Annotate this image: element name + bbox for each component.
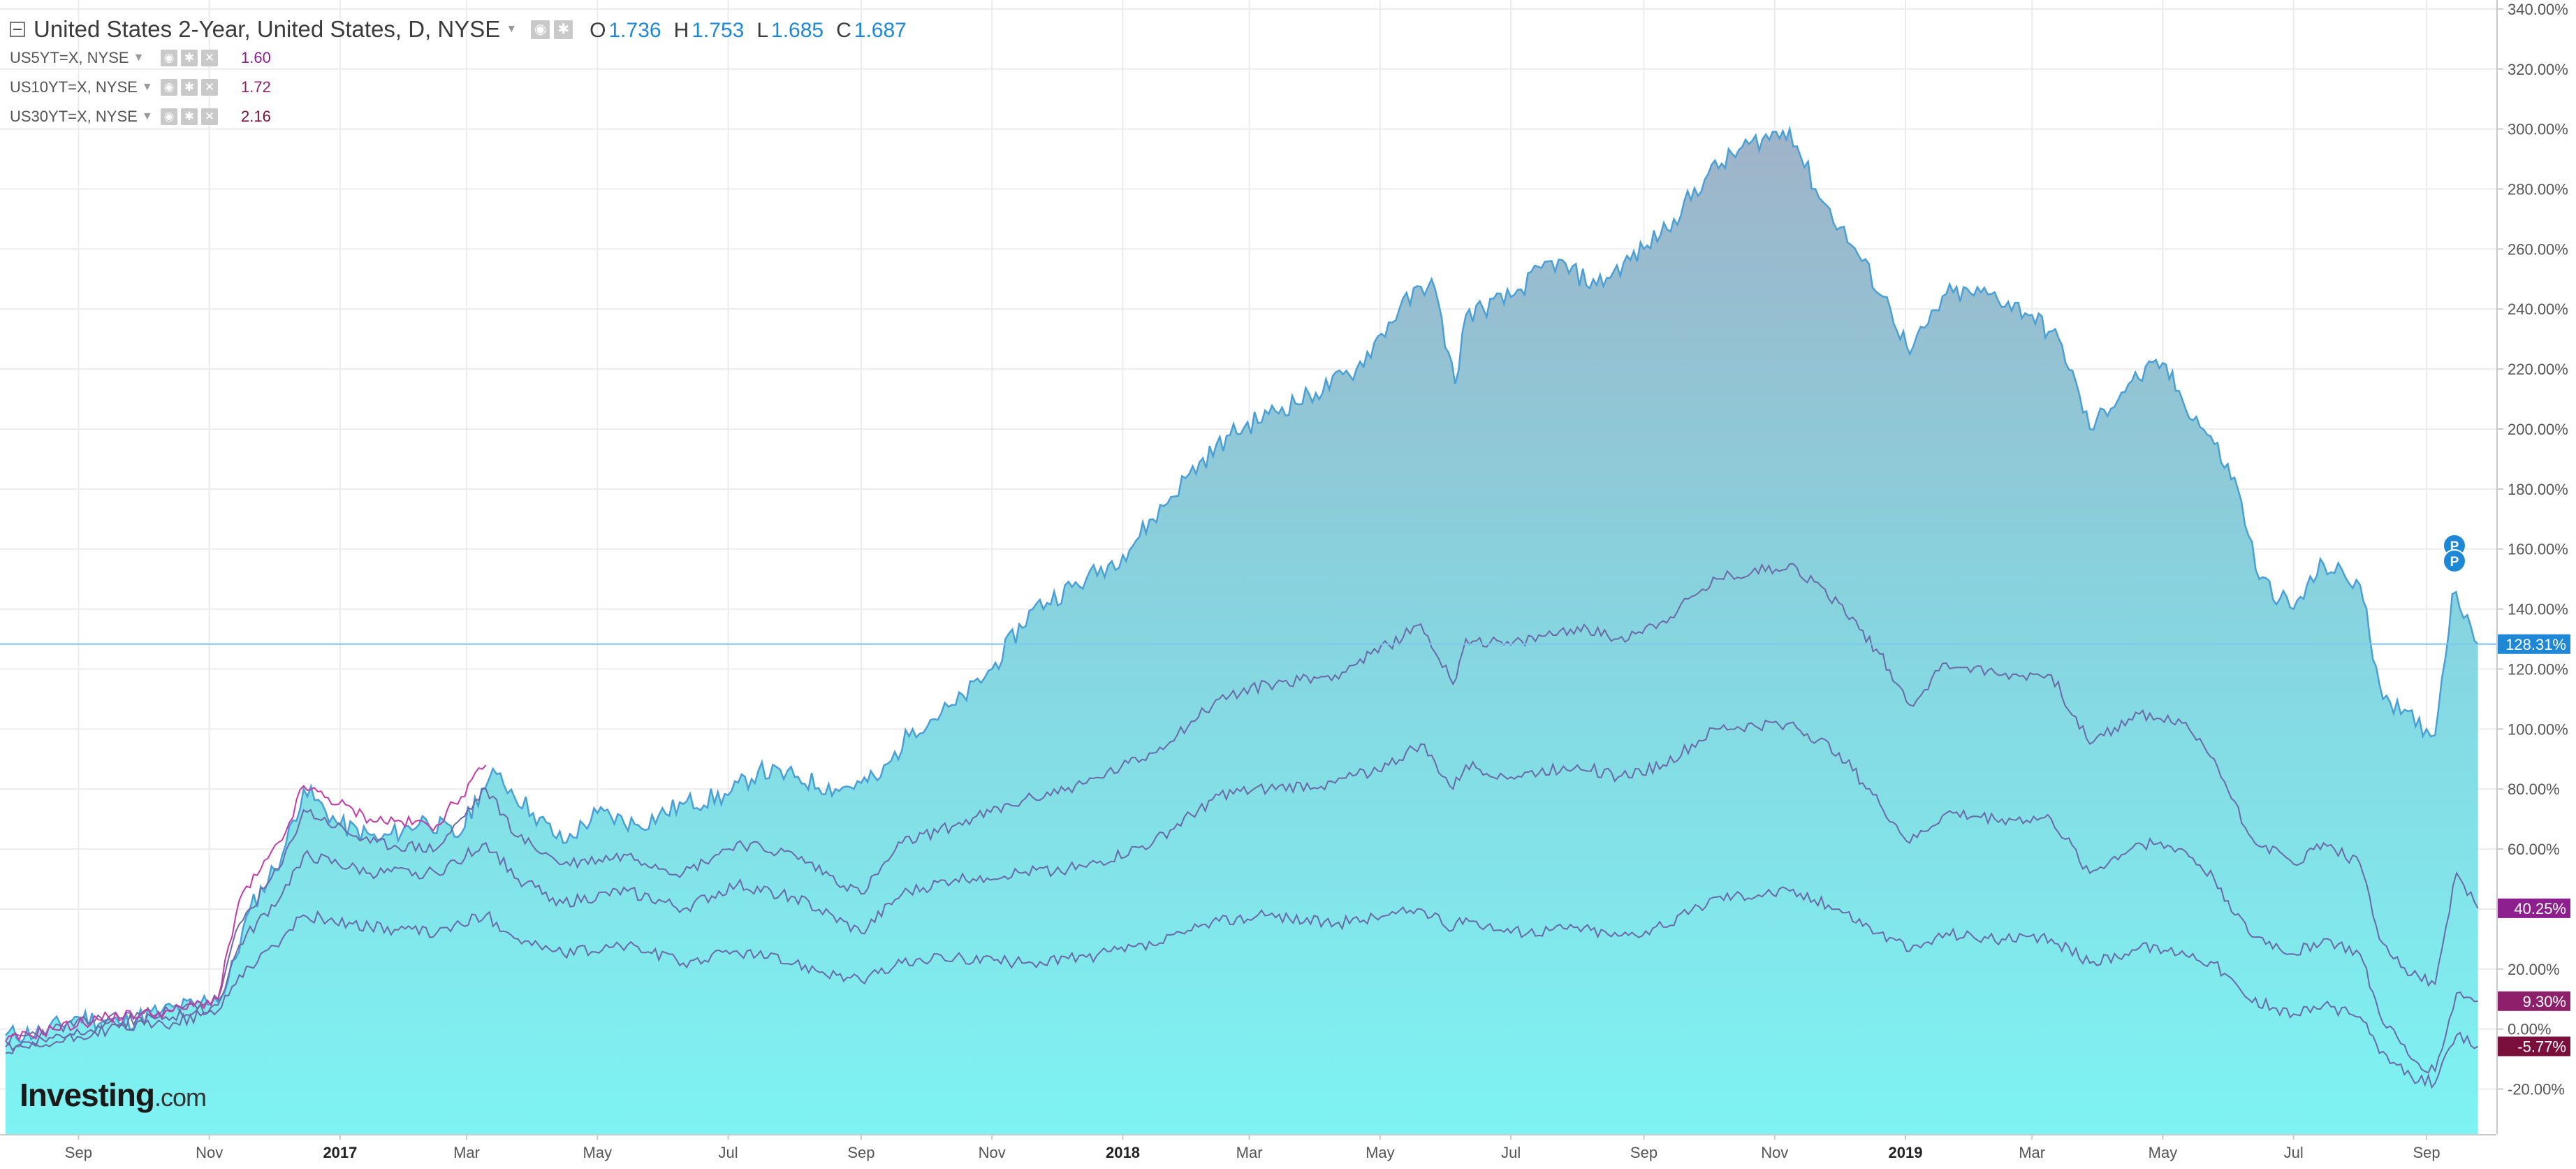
series-name[interactable]: US5YT=X, NYSE — [10, 49, 129, 66]
collapse-legend-button[interactable] — [10, 22, 25, 37]
gear-icon[interactable]: ✱ — [554, 20, 573, 39]
area-series — [5, 125, 2479, 1135]
main-series-title[interactable]: United States 2-Year, United States, D, … — [34, 16, 501, 42]
chevron-down-icon[interactable]: ▼ — [506, 23, 518, 35]
area-line-us2y — [5, 125, 2479, 1044]
investing-logo: Investing.com — [20, 1077, 207, 1113]
ohlc-key: L — [756, 19, 769, 42]
chevron-down-icon[interactable]: ▼ — [133, 52, 145, 64]
gear-icon[interactable]: ✱ — [181, 50, 198, 66]
chevron-down-icon[interactable]: ▼ — [141, 81, 153, 93]
line-us5yt-early — [5, 764, 487, 1042]
line-us5yt — [5, 562, 2479, 1047]
eye-icon[interactable]: ◉ — [531, 20, 550, 39]
event-markers[interactable]: PP — [2442, 533, 2466, 573]
legend-series-us30yt[interactable]: US30YT=X, NYSE ▼ ◉ ✱ ✕ 2.16 — [10, 103, 271, 130]
time-axis[interactable] — [0, 1134, 2496, 1169]
area-fill-us2y — [6, 129, 2478, 1135]
ohlc-key: C — [836, 19, 851, 42]
gear-icon[interactable]: ✱ — [181, 79, 198, 96]
line-us30yt — [5, 886, 2479, 1089]
chevron-down-icon[interactable]: ▼ — [141, 110, 153, 122]
series-name[interactable]: US30YT=X, NYSE — [10, 108, 138, 125]
legend-series-us5yt[interactable]: US5YT=X, NYSE ▼ ◉ ✱ ✕ 1.60 — [10, 45, 271, 71]
ohlc-key: O — [590, 19, 606, 42]
ohlc-value: 1.685 — [771, 19, 824, 42]
ohlc-value: 1.736 — [608, 19, 661, 42]
event-marker-label: P — [2450, 555, 2459, 569]
event-marker-p[interactable] — [2442, 549, 2466, 573]
series-value: 2.16 — [241, 108, 271, 125]
series-value: 1.60 — [241, 49, 271, 66]
ohlc-key: H — [673, 19, 689, 42]
ohlc-value: 1.687 — [854, 19, 907, 42]
eye-icon[interactable]: ◉ — [161, 108, 177, 125]
legend-series-us10yt[interactable]: US10YT=X, NYSE ▼ ◉ ✱ ✕ 1.72 — [10, 74, 271, 101]
line-series — [5, 562, 2479, 1089]
price-axis[interactable] — [2496, 0, 2576, 1134]
eye-icon[interactable]: ◉ — [161, 50, 177, 66]
main-legend[interactable]: United States 2-Year, United States, D, … — [10, 11, 907, 48]
line-us10yt — [5, 719, 2478, 1074]
eye-icon[interactable]: ◉ — [161, 79, 177, 96]
ohlc-values: O 1.736 H 1.753 L 1.685 C 1.687 — [577, 16, 907, 43]
ohlc-value: 1.753 — [691, 19, 745, 42]
series-value: 1.72 — [241, 78, 271, 96]
series-name[interactable]: US10YT=X, NYSE — [10, 78, 138, 96]
close-icon[interactable]: ✕ — [201, 50, 218, 66]
gear-icon[interactable]: ✱ — [181, 108, 198, 125]
close-icon[interactable]: ✕ — [201, 108, 218, 125]
close-icon[interactable]: ✕ — [201, 79, 218, 96]
